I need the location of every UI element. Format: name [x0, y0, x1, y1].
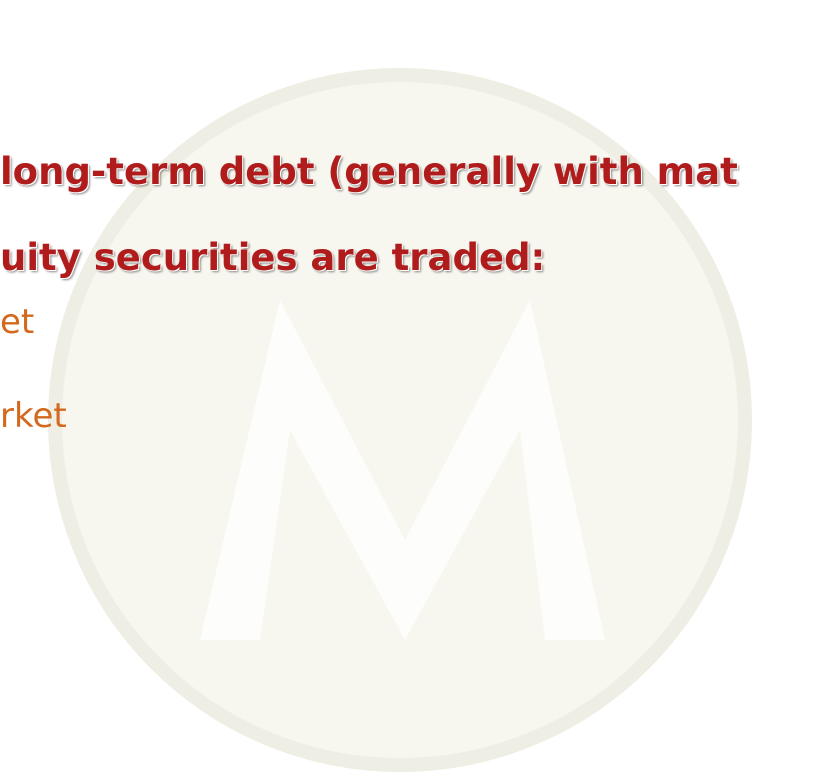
text-line: uity securities are traded:	[0, 236, 546, 279]
watermark-m	[200, 300, 605, 640]
text-line: rket	[0, 396, 67, 436]
text-line: et	[0, 302, 35, 342]
text-line: long-term debt (generally with mat	[0, 150, 738, 193]
